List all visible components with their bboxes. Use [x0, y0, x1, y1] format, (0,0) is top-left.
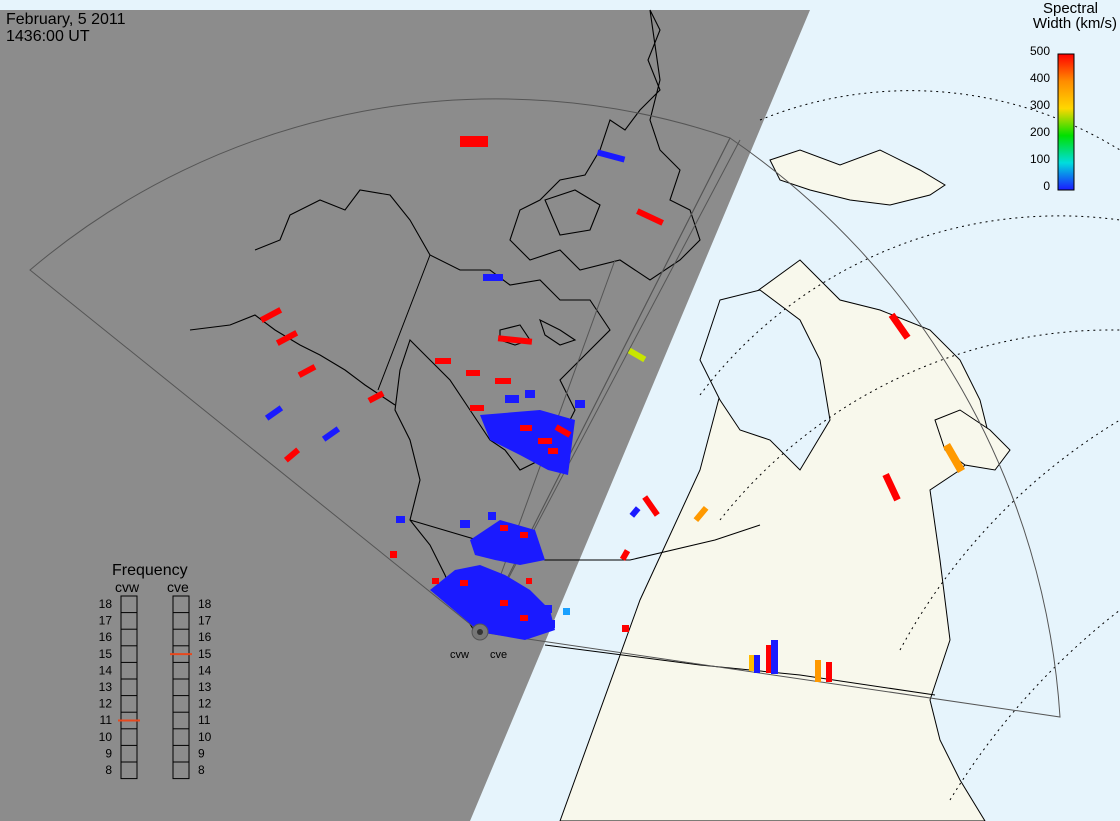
freq-scale-label: 17 — [99, 614, 113, 628]
freq-scale-label: 11 — [198, 713, 211, 727]
freq-scale-label: 15 — [198, 647, 212, 661]
freq-scale-label: 15 — [99, 647, 113, 661]
freq-scale-label: 11 — [100, 713, 113, 727]
colorbar-tick: 500 — [1030, 44, 1050, 58]
frequency-scales: 18 17 16 15 14 13 12 11 10 9 8 18 17 16 15 14 13 12 11 10 9 8 — [99, 595, 212, 780]
freq-scale-label: 17 — [198, 614, 212, 628]
frequency-panel: Frequency cvw cve 1817161514131211109818… — [99, 562, 212, 780]
radar-site-marker — [471, 623, 489, 641]
freq-scale-label: 12 — [198, 697, 212, 711]
colorbar-title-1: Spectral — [1043, 0, 1098, 17]
hudson-bay — [699, 289, 831, 471]
time-label: 1436:00 UT — [6, 28, 90, 45]
night-shade — [0, 10, 810, 821]
freq-scale-label: 14 — [198, 663, 212, 677]
freq-scale-label: 9 — [198, 746, 205, 760]
freq-scale-label: 14 — [99, 663, 113, 677]
freq-scale-label: 8 — [198, 763, 205, 777]
freq-scale-label: 10 — [99, 730, 113, 744]
colorbar-tick: 100 — [1030, 152, 1050, 166]
freq-scale-label: 18 — [198, 597, 212, 611]
freq-scale-label: 13 — [99, 680, 113, 694]
scatter-other — [563, 347, 965, 682]
freq-scale-label: 12 — [99, 697, 113, 711]
freq-scale-box-cvw — [120, 595, 138, 780]
freq-scale-label: 10 — [198, 730, 212, 744]
radar-label-cvw: cvw — [450, 649, 469, 661]
frequency-title: Frequency — [112, 562, 188, 579]
colorbar-tick: 300 — [1030, 98, 1050, 112]
freq-scale-box-cve — [172, 595, 190, 780]
scatter-red — [259, 136, 911, 682]
colorbar-title-2: Width (km/s) — [1033, 15, 1117, 32]
scatter-returns — [259, 136, 965, 682]
scatter-red-cluster — [432, 405, 572, 621]
colorbar-tick: 200 — [1030, 125, 1050, 139]
freq-scale-label: 13 — [198, 680, 212, 694]
freq-radar-name-cve: cve — [167, 579, 189, 595]
mag-lat-grid — [699, 90, 1120, 801]
colorbar-ramp — [1057, 53, 1075, 191]
freq-scale-label: 9 — [105, 746, 112, 760]
freq-scale-label: 8 — [105, 763, 112, 777]
radar-label-cve: cve — [490, 649, 507, 661]
colorbar: Spectral Width (km/s) 500 400 300 200 10… — [1030, 0, 1117, 193]
freq-radar-name-cvw: cvw — [115, 579, 140, 595]
freq-scale-label: 18 — [99, 597, 113, 611]
freq-scale-label: 16 — [198, 630, 212, 644]
colorbar-tick: 0 — [1043, 179, 1050, 193]
freq-scale-label: 16 — [99, 630, 113, 644]
colorbar-tick: 400 — [1030, 71, 1050, 85]
date-label: February, 5 2011 — [6, 11, 126, 28]
